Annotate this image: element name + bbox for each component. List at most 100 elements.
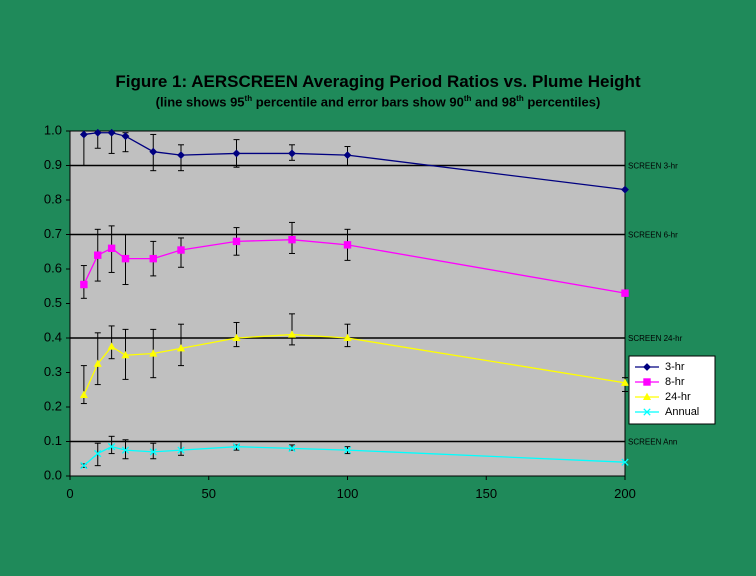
x-tick-label: 50	[202, 486, 216, 501]
data-point	[232, 237, 241, 246]
y-tick-label: 0.2	[44, 398, 62, 413]
data-point	[177, 151, 185, 160]
chart-title: Figure 1: AERSCREEN Averaging Period Rat…	[115, 72, 641, 91]
data-point	[642, 392, 652, 401]
series-line	[83, 132, 626, 191]
data-point	[621, 185, 629, 194]
plot-area	[69, 130, 626, 477]
series-line	[83, 333, 626, 396]
legend-item: 3-hr	[635, 361, 685, 373]
series-Annual	[80, 435, 629, 470]
data-point-stroke	[177, 446, 185, 454]
legend-label: 24-hr	[665, 391, 691, 403]
data-point	[107, 128, 116, 137]
error-bar	[178, 441, 184, 456]
data-point	[79, 390, 88, 398]
y-tick-label: 0.4	[44, 329, 62, 344]
data-point	[94, 251, 102, 259]
data-point-stroke	[107, 443, 116, 451]
axes: 0.0 0.1 0.2 0.3 0.4 0.5 0.6 0.7 0.8 0.9 1.0 0 50 100 1…	[44, 122, 636, 501]
subtitle-suffix: percentiles)	[523, 94, 601, 110]
error-bar	[94, 332, 101, 386]
data-point	[149, 147, 158, 156]
series-8-hr	[80, 221, 629, 299]
error-bar	[108, 435, 115, 455]
data-point-stroke	[643, 408, 651, 416]
data-point	[643, 363, 651, 371]
data-point-stroke	[80, 461, 88, 470]
reference-line-label: SCREEN Ann	[628, 438, 677, 447]
y-tick-label: 0.5	[44, 295, 62, 310]
data-point	[288, 149, 296, 158]
error-bar	[289, 313, 295, 346]
data-point	[149, 254, 157, 263]
legend-label: Annual	[665, 406, 699, 418]
y-tick-label: 0.6	[44, 260, 62, 275]
series-layer	[79, 128, 630, 470]
legend-item: Annual	[635, 406, 699, 418]
data-point-stroke	[232, 443, 241, 451]
reference-line-label: SCREEN 6-hr	[628, 231, 678, 240]
data-point	[121, 254, 130, 263]
data-point	[343, 151, 352, 160]
reference-line-label: SCREEN 3-hr	[628, 162, 678, 171]
subtitle-sup-3: th	[516, 94, 524, 103]
data-point-stroke	[149, 448, 157, 456]
subtitle-sup-1: th	[244, 94, 253, 103]
data-point	[177, 246, 185, 254]
series-line	[83, 239, 626, 294]
subtitle-sup-2: th	[463, 94, 472, 103]
y-tick-label: 0.7	[44, 226, 62, 241]
data-point	[643, 408, 651, 416]
data-point	[232, 149, 241, 158]
subtitle-mid-2: and 98	[471, 94, 517, 110]
data-point	[177, 446, 185, 454]
data-point-stroke	[343, 446, 352, 454]
legend-item: 24-hr	[635, 391, 691, 403]
data-point	[121, 446, 130, 454]
reference-line-label: SCREEN 24-hr	[628, 334, 683, 343]
chart-subtitle: (line shows 95th percentile and error ba…	[0, 94, 756, 109]
y-tick-label: 0.1	[44, 433, 62, 448]
data-point	[288, 444, 296, 453]
series-3-hr	[79, 128, 629, 194]
data-point	[149, 349, 158, 357]
data-point-stroke	[94, 449, 102, 458]
x-tick-label: 100	[337, 486, 359, 501]
data-point	[343, 446, 352, 454]
y-tick-label: 0.9	[44, 157, 62, 172]
data-point	[343, 241, 352, 249]
error-bar	[108, 325, 115, 360]
data-point-stroke	[121, 446, 130, 454]
data-point	[232, 443, 241, 451]
legend-label: 8-hr	[665, 376, 685, 388]
data-point	[121, 132, 130, 141]
y-tick-label: 1.0	[44, 122, 62, 137]
data-point	[643, 378, 651, 386]
series-line	[83, 445, 626, 467]
data-point	[288, 235, 296, 244]
x-tick-label: 200	[614, 486, 636, 501]
data-point	[287, 330, 297, 338]
legend-item: 8-hr	[635, 376, 685, 388]
subtitle-mid-1: percentile and error bars show 90	[252, 94, 464, 110]
series-24-hr	[79, 313, 630, 405]
data-point	[149, 448, 157, 456]
data-point	[79, 130, 88, 139]
x-tick-label: 0	[66, 486, 73, 501]
data-point	[80, 461, 88, 470]
data-point	[93, 359, 102, 367]
y-tick-label: 0.3	[44, 364, 62, 379]
data-point	[620, 378, 630, 386]
data-point-stroke	[621, 458, 629, 466]
data-point	[107, 244, 116, 253]
data-point	[93, 128, 102, 137]
legend-label: 3-hr	[665, 361, 685, 373]
data-point	[107, 443, 116, 451]
data-point	[176, 344, 186, 352]
y-tick-label: 0.8	[44, 191, 62, 206]
data-point-stroke	[288, 444, 296, 453]
legend: 3-hr 8-hr 24-hr Annual	[628, 355, 716, 425]
